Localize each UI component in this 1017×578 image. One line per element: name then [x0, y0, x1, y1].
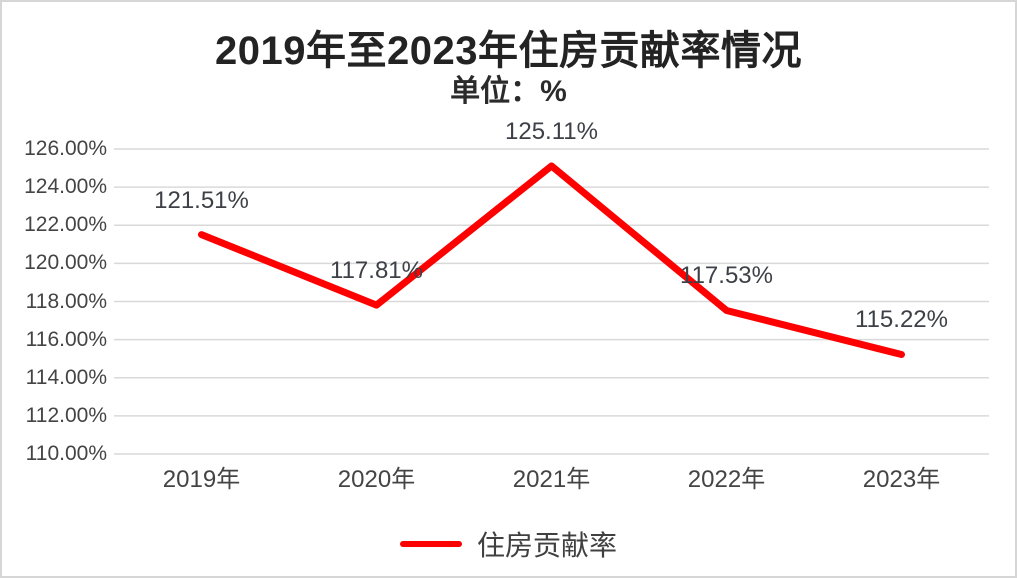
- y-tick-label: 124.00%: [24, 175, 107, 199]
- y-tick-label: 120.00%: [24, 251, 107, 275]
- data-label: 115.22%: [855, 306, 948, 334]
- y-tick-label: 110.00%: [25, 442, 107, 465]
- x-axis-label: 2019年: [162, 466, 241, 493]
- y-tick-label: 112.00%: [25, 403, 107, 427]
- legend-line-swatch: [399, 541, 462, 547]
- legend: 住房贡献率: [2, 524, 1015, 564]
- x-axis-label: 2020年: [337, 466, 416, 493]
- y-tick-label: 118.00%: [25, 289, 107, 313]
- y-tick-label: 126.00%: [24, 137, 107, 160]
- y-tick-label: 114.00%: [25, 365, 107, 389]
- data-label: 117.53%: [680, 262, 773, 290]
- x-axis-label: 2021年: [512, 466, 591, 493]
- data-label: 125.11%: [505, 117, 598, 145]
- chart-title: 2019年至2023年住房贡献率情况: [215, 29, 802, 73]
- data-label: 117.81%: [330, 257, 423, 285]
- data-label: 121.51%: [154, 186, 249, 214]
- legend-label: 住房贡献率: [476, 530, 617, 561]
- x-axis-label: 2022年: [687, 466, 766, 493]
- y-tick-label: 116.00%: [25, 327, 107, 351]
- y-tick-label: 122.00%: [24, 213, 107, 237]
- chart-subtitle: 单位：%: [450, 75, 567, 108]
- series-line: [198, 162, 905, 358]
- x-axis-label: 2023年: [862, 466, 941, 493]
